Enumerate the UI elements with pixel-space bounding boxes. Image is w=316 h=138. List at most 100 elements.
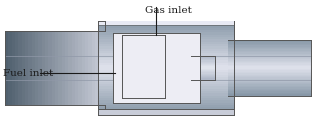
Bar	[191, 74, 215, 75]
Bar	[5, 53, 105, 55]
Bar	[191, 62, 215, 63]
Bar	[228, 51, 311, 53]
Bar	[5, 91, 105, 93]
Bar	[122, 56, 165, 58]
Bar	[228, 93, 311, 95]
Bar	[228, 39, 311, 41]
Bar	[228, 84, 311, 86]
Bar	[5, 42, 105, 44]
Bar	[5, 57, 105, 59]
Bar	[122, 90, 165, 92]
Text: Fuel inlet: Fuel inlet	[3, 68, 53, 78]
Bar	[5, 65, 105, 67]
Bar	[122, 87, 165, 89]
Bar	[122, 83, 165, 84]
Bar	[122, 64, 165, 66]
Bar	[5, 32, 105, 34]
Bar	[98, 63, 234, 66]
Bar	[122, 49, 165, 51]
Bar	[98, 84, 234, 87]
Bar	[98, 49, 234, 52]
Bar	[191, 64, 215, 66]
Bar	[98, 72, 234, 75]
Bar	[8, 31, 12, 105]
Bar	[122, 84, 165, 86]
Bar	[122, 81, 165, 83]
Bar	[5, 79, 105, 81]
Bar	[5, 75, 105, 77]
Bar	[5, 31, 9, 105]
Bar	[98, 105, 234, 108]
Bar	[191, 55, 215, 57]
Bar	[191, 70, 215, 72]
Bar	[228, 67, 311, 69]
Bar	[98, 21, 234, 25]
Bar	[98, 60, 234, 63]
Bar	[98, 25, 234, 28]
Bar	[5, 36, 105, 38]
Bar	[228, 65, 311, 67]
Bar	[122, 93, 165, 95]
Bar	[5, 69, 105, 71]
Bar	[228, 41, 311, 43]
Bar	[228, 47, 311, 48]
Bar	[5, 78, 105, 80]
Bar	[5, 66, 105, 68]
Bar	[98, 53, 234, 56]
Bar	[122, 39, 165, 42]
Bar	[228, 80, 311, 82]
Bar	[55, 31, 59, 105]
Bar	[5, 54, 105, 56]
Bar	[5, 96, 105, 98]
Bar	[5, 81, 105, 83]
Bar	[122, 46, 165, 48]
Bar	[191, 57, 215, 58]
Bar	[35, 31, 39, 105]
Bar	[68, 31, 72, 105]
Bar	[95, 31, 99, 105]
Bar	[98, 30, 234, 33]
Bar	[98, 103, 234, 106]
Text: Gas inlet: Gas inlet	[144, 6, 191, 15]
Bar	[122, 72, 165, 74]
Bar	[98, 32, 234, 35]
Bar	[122, 91, 165, 94]
Bar	[122, 74, 165, 75]
Bar	[5, 71, 105, 72]
Bar	[98, 100, 234, 103]
Bar	[122, 58, 165, 60]
Bar	[5, 84, 105, 86]
Bar	[5, 47, 105, 49]
Bar	[191, 65, 215, 67]
Bar	[122, 59, 165, 61]
Bar	[25, 31, 29, 105]
Bar	[98, 23, 234, 26]
Bar	[228, 62, 311, 64]
Bar	[98, 93, 234, 96]
Bar	[122, 48, 165, 50]
Bar	[98, 89, 234, 91]
Bar	[5, 94, 105, 96]
Bar	[98, 96, 234, 99]
Bar	[122, 78, 165, 80]
Bar	[5, 56, 105, 58]
Bar	[122, 43, 165, 45]
Bar	[5, 41, 105, 43]
Bar	[191, 75, 215, 76]
Bar	[191, 59, 215, 61]
Bar	[102, 31, 106, 105]
Bar	[5, 48, 105, 50]
Bar	[5, 67, 105, 69]
Bar	[98, 86, 234, 89]
Bar	[5, 90, 105, 92]
Bar	[5, 82, 105, 84]
Bar	[58, 31, 62, 105]
Bar	[28, 31, 32, 105]
Bar	[5, 93, 105, 95]
Bar	[98, 46, 234, 49]
Bar	[12, 31, 15, 105]
Bar	[72, 31, 76, 105]
Bar	[62, 31, 65, 105]
Bar	[228, 49, 311, 51]
Bar	[98, 79, 234, 82]
